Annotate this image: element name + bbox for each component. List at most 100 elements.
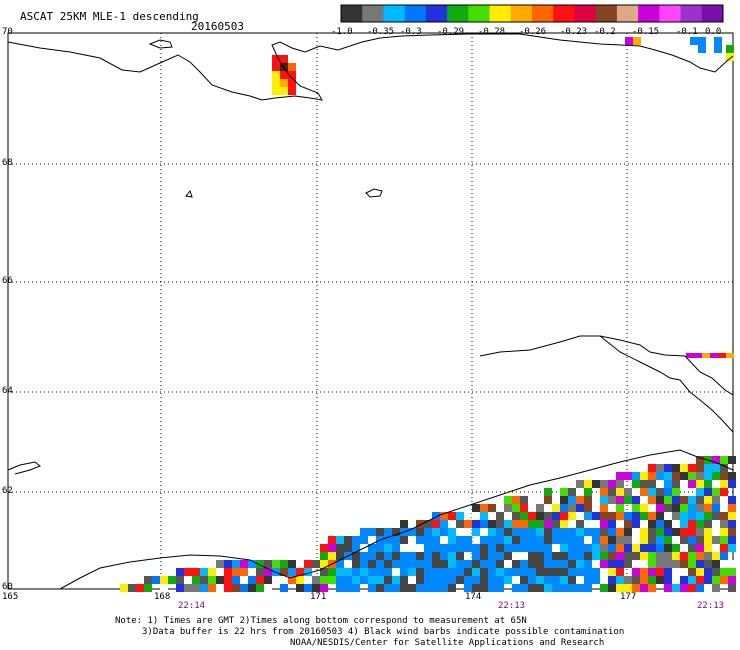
data-cell (688, 544, 696, 552)
data-cell (632, 496, 640, 504)
data-cell (528, 560, 536, 568)
data-cell (680, 504, 688, 512)
data-cell (704, 480, 712, 488)
data-cell (520, 536, 528, 544)
data-cell (248, 568, 256, 576)
data-cell (648, 496, 656, 504)
data-cell (664, 576, 672, 584)
data-cell (504, 512, 512, 520)
data-cell (720, 480, 728, 488)
map-date: 20160503 (191, 20, 244, 33)
data-cell (568, 568, 576, 576)
colorbar-tick-label: -1.0 (331, 27, 353, 37)
data-cell (560, 568, 568, 576)
data-cell (664, 480, 672, 488)
data-cell (360, 576, 368, 584)
data-cell (488, 536, 496, 544)
data-cell (696, 544, 704, 552)
data-cell (632, 520, 640, 528)
data-cell (448, 544, 456, 552)
data-cell (536, 528, 544, 536)
data-cell (520, 496, 528, 504)
data-cell (696, 576, 704, 584)
data-cell (432, 584, 440, 592)
data-cell (488, 568, 496, 576)
data-cell (344, 576, 352, 584)
data-cell (248, 560, 256, 568)
data-cell (280, 584, 288, 592)
data-cell (680, 472, 688, 480)
data-cell (696, 520, 704, 528)
footer-note-line2: 3)Data buffer is 22 hrs from 20160503 4)… (142, 627, 625, 637)
data-cell (552, 528, 560, 536)
data-cell (160, 584, 168, 592)
data-cell (496, 536, 504, 544)
data-cell (712, 488, 720, 496)
data-cell (424, 584, 432, 592)
data-cell (536, 544, 544, 552)
data-cell (392, 544, 400, 552)
data-cell (690, 37, 698, 45)
data-cell (320, 568, 328, 576)
data-cell (312, 560, 320, 568)
data-cell (392, 536, 400, 544)
data-cell (288, 87, 296, 95)
data-cell (664, 488, 672, 496)
data-cell (728, 456, 736, 464)
data-cell (696, 584, 704, 592)
data-cell (712, 456, 720, 464)
data-cell (584, 528, 592, 536)
data-cell (640, 528, 648, 536)
data-cell (472, 544, 480, 552)
data-cell (640, 472, 648, 480)
data-cell (296, 576, 304, 584)
data-cell (424, 528, 432, 536)
data-cell (704, 472, 712, 480)
data-cell (408, 584, 416, 592)
lon-label-177: 177 (620, 592, 637, 602)
data-cell (344, 584, 352, 592)
data-cell (656, 504, 664, 512)
data-cell (392, 552, 400, 560)
data-cell (664, 568, 672, 576)
data-cell (664, 496, 672, 504)
data-cell (360, 528, 368, 536)
data-cell (704, 488, 712, 496)
data-cell (656, 512, 664, 520)
data-cell (672, 544, 680, 552)
data-cell (192, 568, 200, 576)
data-cell (686, 353, 694, 358)
data-cell (712, 512, 720, 520)
data-cell (384, 552, 392, 560)
data-cell (568, 504, 576, 512)
colorbar-tick-label: -0.3 (400, 27, 422, 37)
data-cell (440, 512, 448, 520)
map-title: ASCAT 25KM MLE-1 descending (20, 10, 199, 23)
data-cell (648, 488, 656, 496)
data-cell (576, 496, 584, 504)
data-cell (536, 512, 544, 520)
data-cell (672, 504, 680, 512)
data-cell (424, 536, 432, 544)
data-cell (480, 520, 488, 528)
data-cell (224, 568, 232, 576)
island-small-1 (148, 39, 173, 49)
data-cell (216, 584, 224, 592)
data-cell (592, 544, 600, 552)
data-cell (488, 544, 496, 552)
coastline-east-2 (599, 335, 734, 433)
data-cell (544, 576, 552, 584)
data-cell (272, 79, 280, 87)
lat-label-60: 60 (2, 582, 13, 592)
colorbar-tick-label: -0.15 (632, 27, 660, 37)
data-cell (648, 464, 656, 472)
data-cell (704, 576, 712, 584)
data-cell (568, 496, 576, 504)
colorbar-swatch (553, 5, 575, 22)
data-cell (656, 472, 664, 480)
data-cell (520, 504, 528, 512)
data-cell (632, 512, 640, 520)
data-cell (160, 576, 168, 584)
lon-label-174: 174 (465, 592, 482, 602)
data-cell (616, 544, 624, 552)
